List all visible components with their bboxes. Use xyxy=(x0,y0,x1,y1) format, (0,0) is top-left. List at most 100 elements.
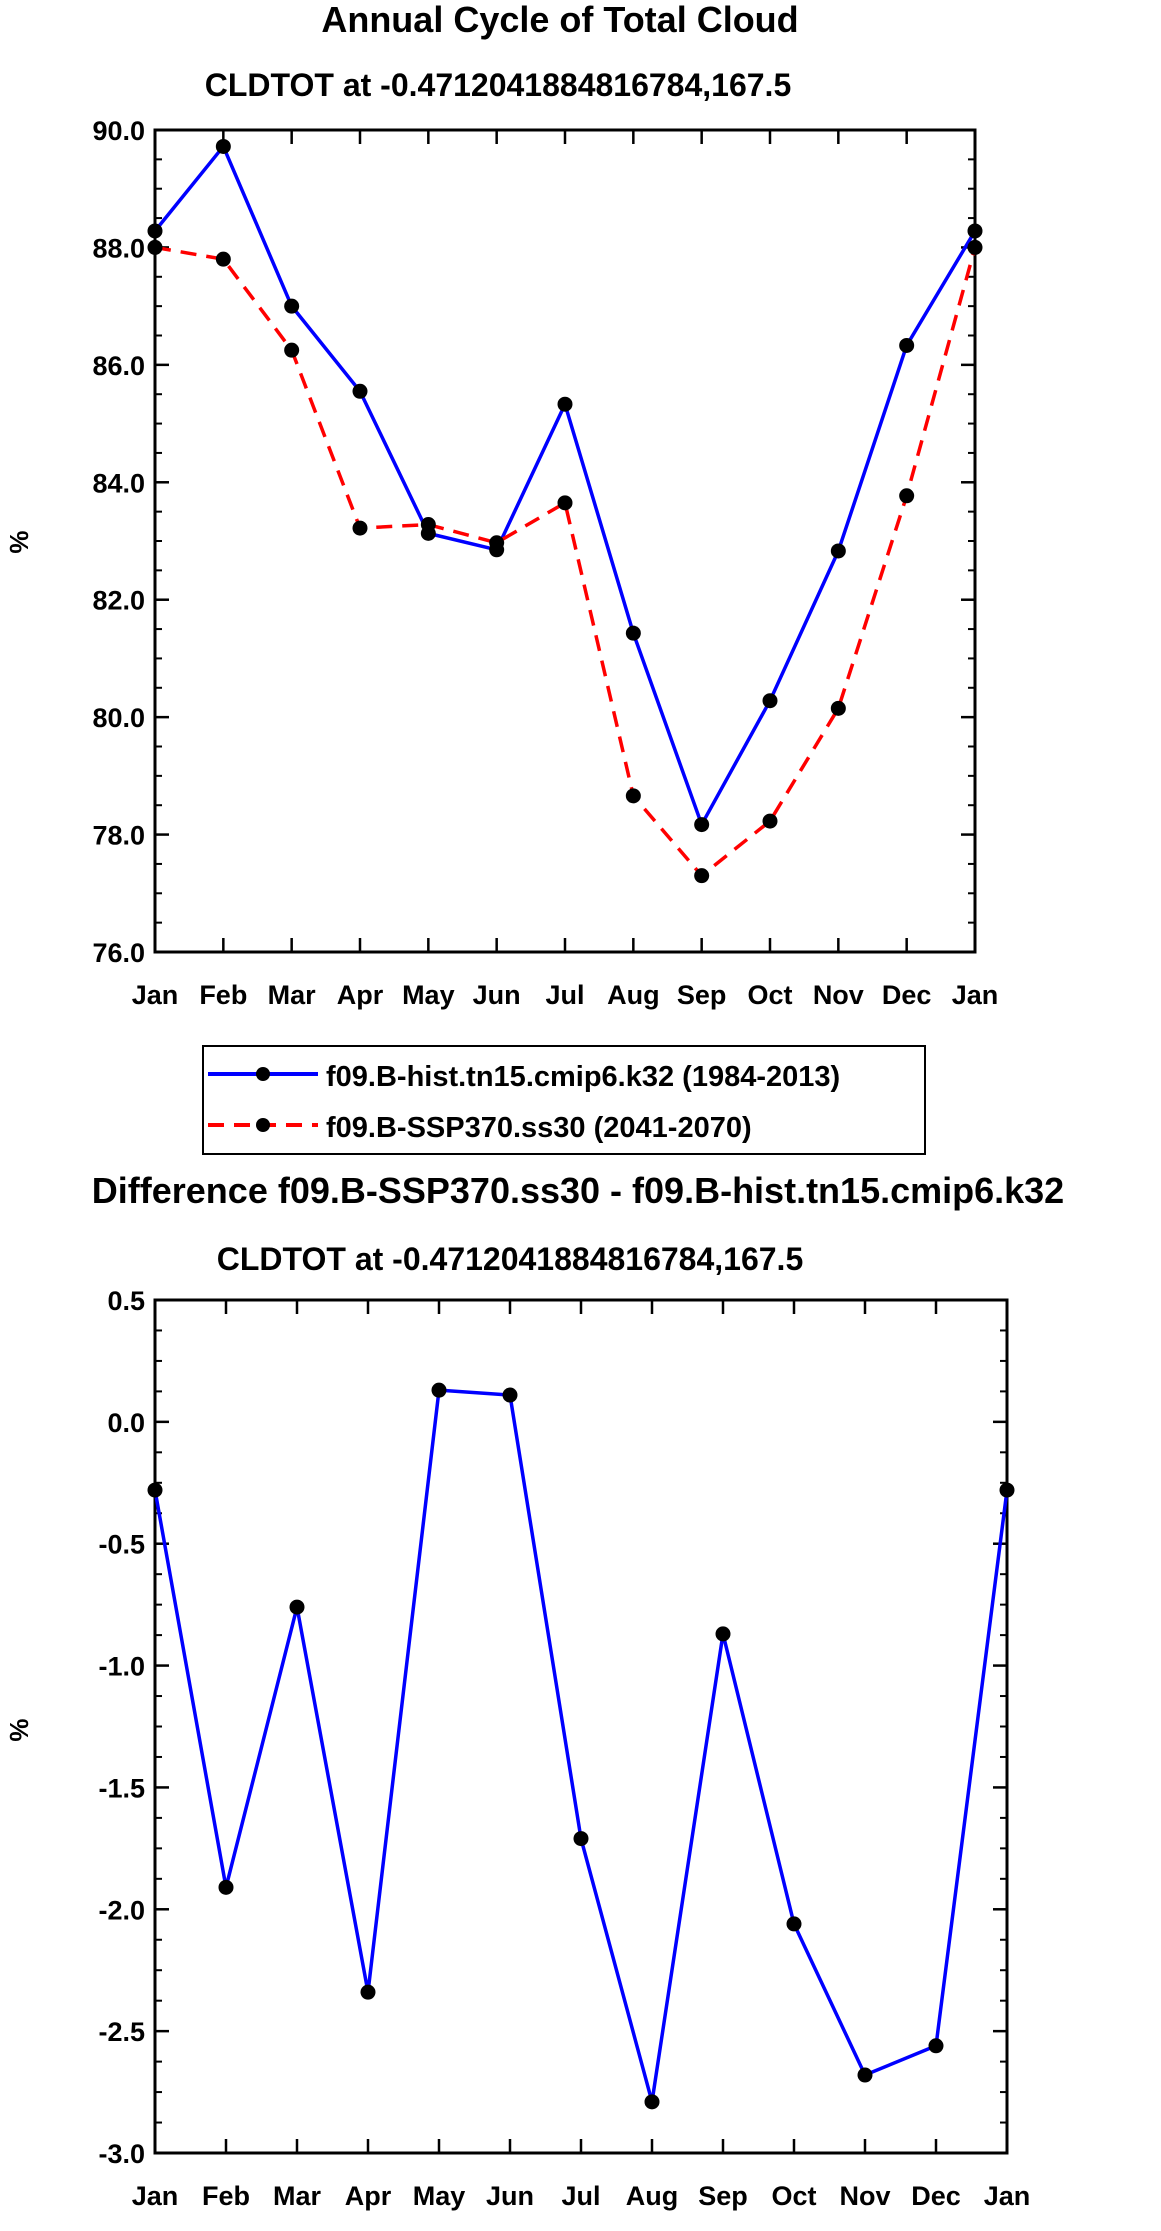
data-point-series-1 xyxy=(284,298,300,314)
data-point-series-2 xyxy=(762,813,778,829)
data-point-series-1 xyxy=(573,1831,589,1847)
x-tick-label: Mar xyxy=(273,2181,322,2211)
x-tick-label: May xyxy=(413,2181,466,2211)
y-axis-label: % xyxy=(4,1718,34,1741)
x-tick-label: May xyxy=(402,980,455,1010)
chart-title: Annual Cycle of Total Cloud xyxy=(321,0,798,40)
y-tick-label: 82.0 xyxy=(92,586,145,616)
data-point-series-1 xyxy=(147,223,163,239)
chart-subtitle: CLDTOT at -0.4712041884816784,167.5 xyxy=(205,67,791,103)
x-tick-label: Mar xyxy=(268,980,317,1010)
data-point-series-1 xyxy=(857,2067,873,2083)
data-point-series-2 xyxy=(147,239,163,255)
y-tick-label: 76.0 xyxy=(92,938,145,968)
y-tick-label: -0.5 xyxy=(98,1530,145,1560)
x-tick-label: Jun xyxy=(473,980,521,1010)
data-point-series-1 xyxy=(352,383,368,399)
legend-label-hist: f09.B-hist.tn15.cmip6.k32 (1984-2013) xyxy=(326,1061,840,1093)
plot-frame xyxy=(153,1298,1009,2155)
x-axis-ticks: Jan Feb Mar Apr May Jun Jul Aug Sep Oct Nov Dec Jan xyxy=(132,130,999,1010)
x-tick-label: Oct xyxy=(747,980,792,1010)
data-point-series-1 xyxy=(431,1382,447,1398)
data-point-series-1 xyxy=(694,817,710,833)
legend: f09.B-hist.tn15.cmip6.k32 (1984-2013) f0… xyxy=(202,1045,926,1155)
data-point-series-1 xyxy=(502,1387,518,1403)
x-tick-label: Nov xyxy=(813,980,864,1010)
x-tick-label: Dec xyxy=(911,2181,961,2211)
data-point-series-2 xyxy=(215,251,231,267)
x-tick-label: Sep xyxy=(677,980,727,1010)
series-line-1 xyxy=(153,144,977,827)
data-point-series-2 xyxy=(967,239,983,255)
data-point-series-1 xyxy=(218,1879,234,1895)
legend-label-ssp: f09.B-SSP370.ss30 (2041-2070) xyxy=(326,1112,752,1144)
x-tick-label: Aug xyxy=(607,980,659,1010)
x-tick-label: Jan xyxy=(952,980,999,1010)
x-tick-label: Oct xyxy=(771,2181,816,2211)
data-point-series-2 xyxy=(557,495,573,511)
y-tick-label: 84.0 xyxy=(92,468,145,498)
x-tick-label: Jun xyxy=(486,2181,534,2211)
legend-marker-ssp xyxy=(256,1118,270,1132)
series-layer xyxy=(147,138,983,884)
data-point-series-1 xyxy=(625,625,641,641)
x-axis-ticks: Jan Feb Mar Apr May Jun Jul Aug Sep Oct Nov Dec Jan xyxy=(132,1300,1031,2211)
series-line-1 xyxy=(153,1388,1009,2104)
y-axis-ticks: -3.0 -2.5 -2.0 -1.5 -1.0 -0.5 0.0 0.5 xyxy=(98,1286,1007,2169)
y-tick-label: -3.0 xyxy=(98,2139,145,2169)
series-line-2 xyxy=(154,245,977,878)
chart-subtitle: CLDTOT at -0.4712041884816784,167.5 xyxy=(217,1241,803,1277)
legend-box xyxy=(202,1045,926,1155)
data-point-series-1 xyxy=(786,1916,802,1932)
series-layer xyxy=(147,1382,1015,2110)
data-point-series-2 xyxy=(625,788,641,804)
data-point-series-1 xyxy=(999,1482,1015,1498)
y-tick-label: -1.0 xyxy=(98,1652,145,1682)
y-tick-label: 88.0 xyxy=(92,233,145,263)
x-tick-label: Aug xyxy=(626,2181,678,2211)
data-point-series-1 xyxy=(762,693,778,709)
x-tick-label: Jan xyxy=(132,2181,179,2211)
y-tick-label: 78.0 xyxy=(92,821,145,851)
annual-cycle-chart: Annual Cycle of Total Cloud CLDTOT at -0… xyxy=(4,0,999,1155)
y-tick-label: 0.5 xyxy=(107,1286,145,1316)
data-point-series-2 xyxy=(284,342,300,358)
legend-marker-hist xyxy=(256,1067,270,1081)
data-point-series-1 xyxy=(830,543,846,559)
chart-title: Difference f09.B-SSP370.ss30 - f09.B-his… xyxy=(92,1170,1064,1211)
y-tick-label: 0.0 xyxy=(107,1408,145,1438)
data-point-series-2 xyxy=(352,520,368,536)
x-tick-label: Dec xyxy=(882,980,932,1010)
plot-frame xyxy=(153,128,977,954)
data-point-series-2 xyxy=(694,868,710,884)
data-point-series-1 xyxy=(147,1482,163,1498)
x-tick-label: Feb xyxy=(199,980,247,1010)
x-tick-label: Feb xyxy=(202,2181,250,2211)
y-tick-label: 80.0 xyxy=(92,703,145,733)
y-tick-label: 90.0 xyxy=(92,116,145,146)
y-tick-label: -2.5 xyxy=(98,2017,145,2047)
y-tick-label: -2.0 xyxy=(98,1895,145,1925)
data-point-series-1 xyxy=(557,396,573,412)
x-tick-label: Jan xyxy=(984,2181,1031,2211)
y-tick-label: -1.5 xyxy=(98,1773,145,1803)
y-tick-label: 86.0 xyxy=(92,351,145,381)
data-point-series-1 xyxy=(215,138,231,154)
difference-chart: Difference f09.B-SSP370.ss30 - f09.B-his… xyxy=(4,1170,1064,2211)
x-tick-label: Apr xyxy=(337,980,384,1010)
data-point-series-1 xyxy=(928,2038,944,2054)
data-point-series-1 xyxy=(899,337,915,353)
y-axis-label: % xyxy=(4,530,34,553)
y-axis-ticks: 76.0 78.0 80.0 82.0 84.0 86.0 88.0 90.0 xyxy=(92,116,975,968)
data-point-series-2 xyxy=(830,700,846,716)
data-point-series-1 xyxy=(715,1626,731,1642)
data-point-series-1 xyxy=(967,223,983,239)
data-point-series-1 xyxy=(289,1599,305,1615)
x-tick-label: Sep xyxy=(698,2181,748,2211)
data-point-series-1 xyxy=(360,1984,376,2000)
x-tick-label: Nov xyxy=(839,2181,890,2211)
x-tick-label: Jul xyxy=(545,980,584,1010)
x-tick-label: Jan xyxy=(132,980,179,1010)
data-point-series-2 xyxy=(899,488,915,504)
